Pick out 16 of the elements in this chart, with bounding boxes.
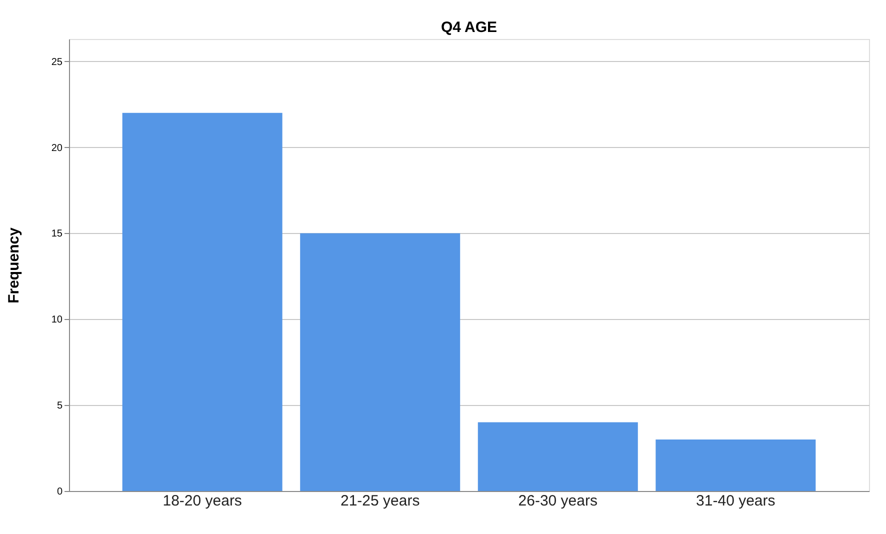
y-axis-title: Frequency: [5, 226, 22, 304]
y-tick-label: 25: [51, 56, 63, 68]
x-tick-label: 31-40 years: [696, 492, 776, 510]
bar: [656, 439, 816, 491]
bar: [122, 112, 282, 491]
x-tick-label: 21-25 years: [340, 492, 420, 510]
chart-title: Q4 AGE: [440, 19, 498, 36]
y-tick-label: 20: [51, 142, 63, 154]
bar: [478, 422, 638, 491]
y-tick-label: 10: [51, 314, 63, 326]
y-tick-label: 15: [51, 228, 63, 240]
bar: [300, 233, 460, 491]
x-tick-label: 18-20 years: [162, 492, 242, 510]
y-tick-label: 0: [56, 486, 63, 498]
x-tick-label: 26-30 years: [518, 492, 598, 510]
y-tick-label: 5: [56, 400, 63, 412]
